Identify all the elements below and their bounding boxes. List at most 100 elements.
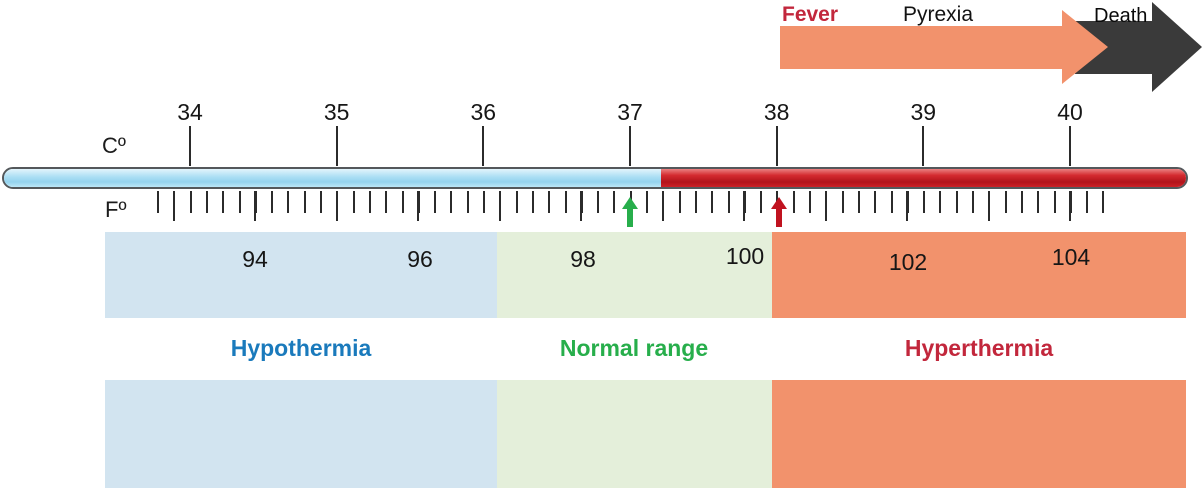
tick-mark [760, 191, 763, 213]
hyperthermia-label: Hyperthermia [904, 335, 1054, 361]
tick-mark [336, 191, 339, 213]
tick-mark [466, 191, 469, 213]
tick-mark [189, 191, 192, 213]
tick-mark [450, 191, 453, 213]
thermometer-bar [2, 167, 1188, 189]
tick-mark [792, 191, 795, 213]
tick-mark [890, 191, 893, 213]
fahrenheit-tick-label: 104 [1051, 244, 1091, 270]
pyrexia-label: Pyrexia [903, 3, 974, 26]
fever-temp-marker-icon [771, 197, 787, 209]
tick-mark [417, 191, 420, 213]
tick-mark [515, 191, 518, 213]
tick-mark [320, 191, 322, 213]
tick-mark [825, 191, 828, 213]
tick-mark [824, 191, 827, 221]
tick-mark [564, 191, 567, 213]
tick-mark [1004, 191, 1007, 213]
tick-mark [646, 191, 648, 213]
tick-mark [385, 191, 388, 213]
fever-arrow-icon [1062, 10, 1108, 84]
tick-mark [434, 191, 437, 213]
tick-mark [401, 191, 404, 213]
tick-mark [222, 191, 225, 213]
celsius-tick-label: 34 [177, 99, 203, 125]
tick-mark [580, 191, 582, 221]
death-arrow-icon [1152, 2, 1202, 92]
normal-range-band-lower [497, 380, 772, 488]
tick-mark [711, 191, 714, 213]
tick-mark [857, 191, 860, 213]
tick-mark [678, 191, 681, 213]
celsius-tick-label: 40 [1057, 99, 1083, 125]
tick-mark [189, 126, 191, 166]
tick-mark [841, 191, 844, 213]
celsius-tick-label: 35 [323, 99, 350, 125]
normal-range-label: Normal range [559, 335, 709, 361]
normal-range-band [497, 232, 772, 318]
tick-mark [352, 191, 355, 213]
tick-mark [482, 126, 485, 166]
tick-mark [1069, 191, 1071, 221]
tick-mark [987, 191, 990, 221]
tick-mark [368, 191, 371, 213]
tick-mark [662, 191, 665, 213]
fahrenheit-tick-label: 102 [888, 249, 928, 275]
tick-mark [254, 191, 257, 213]
tick-mark [1053, 191, 1056, 213]
thermometer-hot-segment [661, 169, 1186, 187]
tick-mark [1102, 191, 1105, 213]
tick-mark [238, 191, 241, 213]
tick-mark [923, 191, 926, 213]
fahrenheit-scale-label: Fº [105, 197, 127, 222]
tick-mark [809, 191, 811, 213]
tick-mark [1037, 191, 1040, 213]
tick-mark [906, 191, 909, 213]
tick-mark [172, 191, 175, 221]
tick-mark [775, 126, 778, 166]
tick-mark [335, 126, 338, 166]
tick-mark [922, 126, 925, 166]
celsius-tick-label: 38 [763, 99, 790, 125]
tick-mark [972, 191, 974, 213]
hypothermia-band [105, 232, 497, 318]
tick-mark [1086, 191, 1089, 213]
tick-mark [988, 191, 991, 213]
celsius-tick-label: 36 [470, 99, 497, 125]
tick-mark [743, 191, 745, 221]
tick-mark [955, 191, 958, 213]
tick-mark [580, 191, 583, 213]
tick-mark [254, 191, 256, 221]
fever-temp-marker-stem [776, 208, 782, 227]
tick-mark [498, 191, 501, 221]
tick-mark [335, 191, 338, 221]
celsius-tick-label: 39 [910, 99, 937, 125]
fahrenheit-tick-label: 100 [725, 243, 765, 269]
tick-mark [661, 191, 664, 221]
celsius-scale-label: Cº [102, 133, 126, 158]
fahrenheit-tick-label: 98 [570, 246, 596, 272]
tick-mark [531, 191, 534, 213]
tick-mark [874, 191, 877, 213]
tick-mark [1020, 191, 1023, 213]
tick-mark [417, 191, 419, 221]
tick-mark [727, 191, 730, 213]
normal-temp-marker-stem [627, 208, 633, 227]
tick-mark [303, 191, 306, 213]
tick-mark [694, 191, 697, 213]
death-label: Death [1094, 5, 1148, 27]
tick-mark [743, 191, 746, 213]
tick-mark [597, 191, 600, 213]
fahrenheit-tick-label: 94 [242, 246, 268, 272]
hypothermia-label: Hypothermia [230, 335, 372, 361]
celsius-tick-label: 37 [617, 99, 643, 125]
tick-mark [157, 191, 159, 213]
fahrenheit-tick-label: 96 [407, 246, 433, 272]
tick-mark [483, 191, 485, 213]
hypothermia-band-lower [105, 380, 497, 488]
tick-mark [548, 191, 551, 213]
tick-mark [1069, 191, 1072, 213]
tick-mark [939, 191, 942, 213]
tick-mark [499, 191, 502, 213]
